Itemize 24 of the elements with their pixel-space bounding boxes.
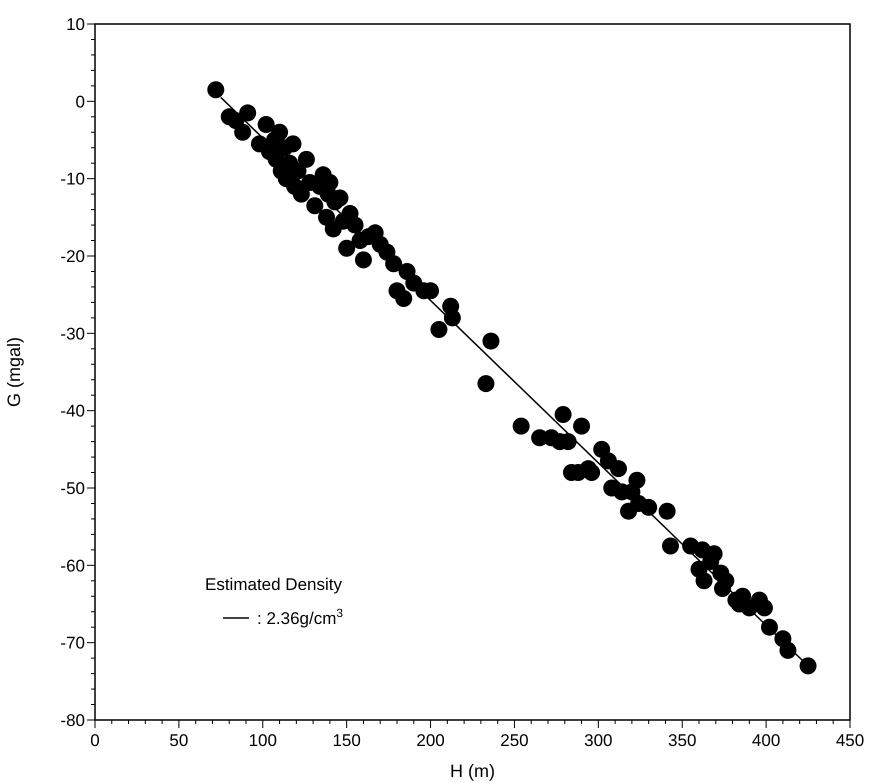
x-tick-label: 100	[248, 731, 277, 750]
x-tick-label: 50	[169, 731, 188, 750]
y-axis-title: G (mgal)	[4, 336, 24, 408]
y-tick-label: 10	[66, 14, 85, 34]
x-tick-label: 450	[836, 731, 864, 750]
x-tick-label: 150	[332, 731, 361, 750]
legend-title: Estimated Density	[205, 575, 342, 594]
y-tick-label: -70	[60, 634, 85, 653]
y-tick-label: -50	[60, 478, 85, 498]
x-tick-label: 400	[752, 731, 780, 750]
x-tick-label: 200	[416, 731, 445, 750]
x-tick-label: 0	[90, 731, 100, 750]
x-tick-label: 250	[500, 731, 529, 750]
x-tick-label: 300	[584, 731, 613, 750]
y-tick-label: -60	[60, 556, 85, 576]
y-tick-label: -10	[60, 170, 85, 189]
x-tick-label: 350	[668, 731, 696, 750]
x-axis-title: H (m)	[450, 761, 495, 781]
y-tick-label: -40	[60, 402, 85, 421]
legend-label: : 2.36g/cm$^{3}$	[257, 606, 344, 628]
y-tick-label: -20	[60, 246, 85, 266]
y-tick-label: -80	[60, 710, 85, 730]
y-tick-label: -30	[60, 324, 85, 344]
y-tick-label: 0	[76, 92, 85, 112]
